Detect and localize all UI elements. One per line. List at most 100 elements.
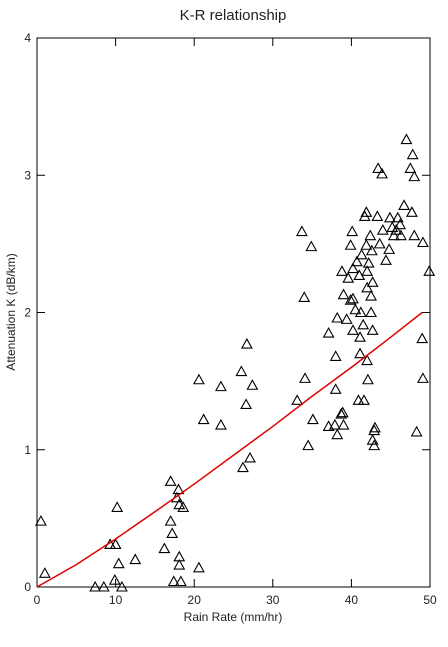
- data-point: [405, 206, 418, 217]
- data-point: [355, 248, 368, 260]
- x-tick-label: 30: [266, 593, 280, 607]
- data-point: [340, 313, 353, 324]
- data-point: [167, 575, 180, 587]
- data-point: [336, 406, 349, 418]
- data-point: [349, 303, 362, 315]
- data-point: [197, 413, 210, 425]
- data-point: [372, 162, 385, 173]
- data-point: [328, 418, 341, 430]
- x-tick-label: 0: [34, 593, 41, 607]
- data-point: [365, 289, 377, 301]
- data-point: [115, 580, 128, 592]
- data-point: [376, 224, 389, 235]
- fit-line: [36, 311, 423, 588]
- data-point: [158, 542, 171, 554]
- data-point: [344, 239, 357, 250]
- data-point: [342, 272, 355, 283]
- data-point: [337, 288, 350, 300]
- data-point: [423, 265, 436, 276]
- data-point: [192, 373, 205, 385]
- data-point: [368, 424, 381, 436]
- data-point: [305, 240, 318, 252]
- data-point: [291, 394, 304, 405]
- data-point: [354, 306, 367, 318]
- data-point: [365, 306, 377, 318]
- data-point: [337, 418, 350, 430]
- data-point: [380, 254, 392, 265]
- data-point: [394, 218, 407, 230]
- data-point: [371, 210, 384, 221]
- data-point: [404, 162, 417, 173]
- data-point: [38, 567, 51, 578]
- data-point: [361, 354, 374, 366]
- data-point: [302, 439, 315, 451]
- data-point: [335, 407, 348, 419]
- x-axis-label: Rain Rate (mm/hr): [184, 610, 283, 624]
- data-point: [346, 225, 359, 237]
- data-point: [299, 372, 311, 383]
- data-point: [34, 514, 47, 526]
- x-tick-label: 50: [423, 593, 437, 607]
- data-point: [329, 350, 342, 361]
- data-point: [235, 365, 248, 377]
- data-point: [387, 229, 400, 241]
- y-tick-label: 1: [24, 443, 31, 457]
- x-tick-label: 20: [188, 593, 202, 607]
- data-point: [344, 294, 357, 305]
- data-point: [236, 461, 249, 473]
- data-point: [365, 244, 378, 256]
- data-point: [369, 421, 381, 433]
- data-point: [97, 580, 110, 592]
- data-point: [398, 199, 410, 210]
- data-point: [406, 148, 419, 160]
- data-point: [361, 373, 374, 385]
- data-point: [408, 229, 421, 241]
- data-point: [368, 439, 381, 451]
- x-tick-label: 10: [109, 593, 123, 607]
- data-point: [214, 380, 227, 392]
- data-point: [376, 167, 388, 179]
- data-point: [408, 170, 421, 182]
- data-point: [89, 580, 102, 592]
- data-point: [240, 398, 253, 410]
- y-axis-label: Attenuation K (dB/km): [4, 253, 18, 370]
- data-point: [360, 239, 373, 250]
- data-point: [177, 501, 190, 512]
- data-point: [173, 558, 186, 570]
- data-point: [112, 557, 125, 569]
- data-point: [214, 418, 227, 430]
- data-point: [244, 451, 256, 463]
- data-point: [331, 428, 344, 440]
- data-point: [172, 483, 185, 495]
- data-point: [373, 237, 386, 249]
- data-point: [391, 211, 404, 223]
- x-tick-label: 40: [345, 593, 359, 607]
- data-point: [336, 265, 348, 276]
- data-point: [354, 331, 366, 342]
- data-point: [166, 527, 179, 539]
- data-point: [347, 262, 359, 274]
- y-tick-label: 2: [24, 306, 31, 320]
- data-point: [358, 394, 370, 405]
- data-point: [357, 318, 370, 330]
- data-point: [164, 475, 177, 486]
- data-point: [192, 561, 205, 573]
- data-point: [361, 281, 374, 293]
- data-point: [383, 211, 396, 223]
- data-point: [366, 276, 379, 287]
- data-point: [347, 324, 359, 335]
- data-point: [331, 311, 344, 323]
- data-point: [164, 514, 177, 526]
- data-point: [306, 413, 319, 425]
- data-point: [295, 225, 308, 237]
- data-point: [362, 256, 375, 268]
- data-point: [246, 379, 259, 390]
- data-point: [410, 425, 423, 437]
- y-tick-label: 0: [24, 580, 31, 594]
- y-tick-label: 4: [24, 31, 31, 45]
- data-point: [416, 332, 429, 344]
- data-point: [416, 236, 429, 248]
- data-point: [109, 538, 122, 550]
- data-point: [400, 133, 413, 145]
